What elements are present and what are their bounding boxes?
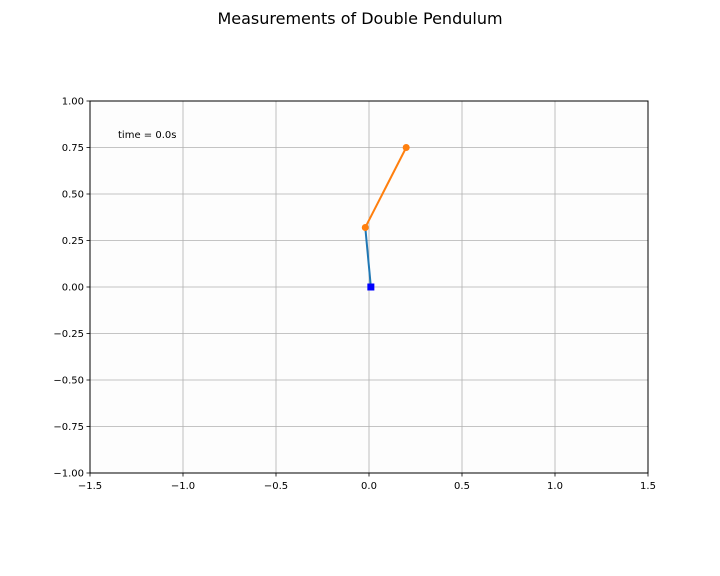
time-annotation: time = 0.0s: [118, 130, 176, 141]
y-tick-label: 0.50: [62, 190, 84, 201]
y-tick-label: −0.25: [53, 329, 84, 340]
x-tick-label: 0.0: [361, 481, 377, 492]
x-tick-label: −1.5: [78, 481, 102, 492]
y-tick-label: 0.00: [62, 283, 84, 294]
y-tick-label: −0.50: [53, 376, 84, 387]
x-tick-label: 1.0: [547, 481, 563, 492]
pendulum-bob-point: [361, 223, 369, 231]
pivot-point: [367, 283, 375, 291]
x-tick-label: −0.5: [264, 481, 288, 492]
series: [361, 144, 410, 291]
pendulum-bob-point: [402, 144, 410, 151]
y-tick-label: 0.25: [62, 236, 84, 247]
y-tick-label: −0.75: [53, 422, 84, 433]
y-tick-label: 0.75: [62, 143, 84, 154]
pendulum-arm-2: [364, 147, 408, 228]
pendulum-arm-1: [364, 227, 372, 288]
y-tick-label: 1.00: [62, 97, 84, 108]
x-tick-label: 0.5: [454, 481, 470, 492]
chart-title: Measurements of Double Pendulum: [217, 9, 502, 28]
ticks: −1.5 −1.0 −0.5 0.0 0.5 1.0 1.5 1.00 0.75 0.50 0.25…: [53, 97, 656, 493]
x-tick-label: −1.0: [171, 481, 195, 492]
y-tick-label: −1.00: [53, 469, 84, 480]
x-tick-label: 1.5: [640, 481, 656, 492]
